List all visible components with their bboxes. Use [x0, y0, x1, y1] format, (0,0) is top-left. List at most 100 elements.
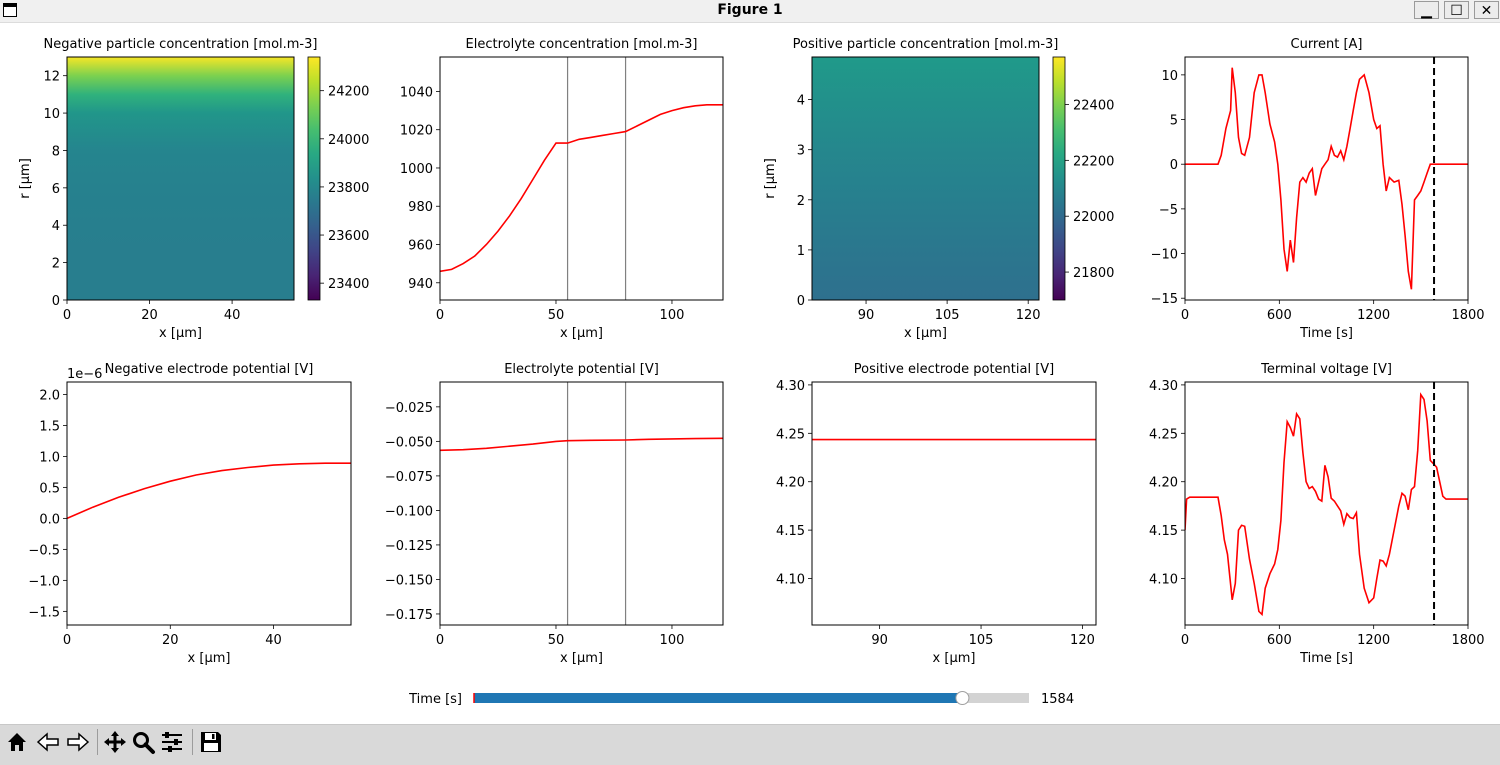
subplot-title: Electrolyte potential [V] — [504, 362, 659, 377]
back-button[interactable] — [35, 729, 61, 755]
home-icon — [8, 733, 26, 751]
y-tick-label: 4.15 — [776, 524, 805, 539]
y-tick-label: 1040 — [400, 85, 433, 100]
colorbar-tick-label: 23600 — [328, 229, 369, 244]
forward-icon — [67, 732, 90, 752]
maximize-button[interactable]: ☐ — [1444, 1, 1469, 19]
y-tick-label: −10 — [1151, 248, 1178, 263]
forward-button[interactable] — [65, 729, 91, 755]
y-tick-label: 2.0 — [39, 388, 60, 403]
y-tick-label: 1000 — [400, 162, 433, 177]
subplot-title: Negative electrode potential [V] — [105, 362, 314, 377]
y-tick-label: 4.10 — [1149, 573, 1178, 588]
y-tick-label: 4.25 — [1149, 427, 1178, 442]
y-tick-label: 980 — [408, 200, 433, 215]
x-tick-label: 105 — [969, 633, 994, 648]
x-tick-label: 50 — [548, 308, 565, 323]
colorbar-tick-label: 21800 — [1073, 266, 1114, 281]
subplot-7: 90 105 120 4.10 4.15 4.20 4.25 4.30 x [μm] Positi… — [776, 362, 1097, 666]
configure-subplots-button[interactable] — [159, 729, 185, 755]
y-tick-label: 8 — [52, 144, 60, 159]
x-axis-label: x [μm] — [560, 651, 603, 666]
y-tick-label: −0.025 — [385, 401, 433, 416]
heatmap-image — [67, 57, 294, 300]
save-icon — [201, 732, 221, 752]
y-tick-label: 0.0 — [39, 512, 60, 527]
y-tick-label: −0.5 — [28, 543, 60, 558]
y-tick-label: 12 — [43, 70, 60, 85]
axes-frame — [1184, 381, 1469, 626]
y-tick-label: 0 — [797, 294, 805, 309]
zoom-icon — [133, 732, 155, 754]
subplot-title: Positive electrode potential [V] — [854, 362, 1055, 377]
subplot-3: 21800 22000 22200 22400 90 105 120 0 1 2 3 4 x [μm] r… — [763, 37, 1114, 341]
x-tick-label: 0 — [1181, 633, 1189, 648]
minimize-button[interactable]: ▁ — [1414, 1, 1439, 19]
zoom-button[interactable] — [130, 729, 156, 755]
y-tick-label: −0.100 — [385, 504, 433, 519]
series-line — [440, 104, 723, 273]
y-tick-label: −0.150 — [385, 573, 433, 588]
y-tick-label: 0 — [52, 294, 60, 309]
axes-frame — [66, 381, 352, 626]
axes-frame — [811, 381, 1097, 626]
x-tick-label: 0 — [1181, 308, 1189, 323]
subplot-4: 0 600 1200 1800 −15 −10 −5 0 5 10 Time [s] Current … — [1151, 37, 1485, 341]
subplot-title: Electrolyte concentration [mol.m-3] — [466, 37, 698, 52]
x-tick-label: 0 — [63, 308, 71, 323]
x-tick-label: 0 — [63, 633, 71, 648]
x-axis-label: Time [s] — [1299, 326, 1353, 341]
toolbar-separator — [192, 729, 193, 755]
axes-frame — [1184, 56, 1469, 301]
subplot-2: 0 50 100 940 960 980 1000 1020 1040 x [μm] Electro… — [400, 37, 724, 341]
y-tick-label: 2 — [52, 257, 60, 272]
colorbar-tick-label: 24200 — [328, 85, 369, 100]
colorbar-tick-label: 22400 — [1073, 98, 1114, 113]
back-icon — [36, 732, 59, 752]
subplot-title: Negative particle concentration [mol.m-3… — [44, 37, 318, 52]
slider-fill — [474, 693, 963, 703]
y-tick-label: −0.050 — [385, 435, 433, 450]
y-tick-label: −5 — [1159, 203, 1178, 218]
axes-frame — [811, 56, 1040, 301]
x-tick-label: 1200 — [1357, 308, 1390, 323]
x-tick-label: 0 — [436, 308, 444, 323]
pan-icon — [104, 731, 126, 753]
x-tick-label: 40 — [265, 633, 282, 648]
home-button[interactable] — [4, 729, 30, 755]
x-tick-label: 20 — [162, 633, 179, 648]
x-tick-label: 100 — [660, 308, 685, 323]
y-tick-label: 4.30 — [776, 379, 805, 394]
y-tick-label: −1.5 — [28, 605, 60, 620]
x-axis-label: Time [s] — [1299, 651, 1353, 666]
x-tick-label: 20 — [141, 308, 158, 323]
y-tick-label: −15 — [1151, 292, 1178, 307]
x-tick-label: 50 — [548, 633, 565, 648]
colorbar-tick-label: 24000 — [328, 133, 369, 148]
close-button[interactable]: ✕ — [1474, 1, 1499, 19]
y-tick-label: 4.10 — [776, 573, 805, 588]
configure-icon — [162, 732, 182, 752]
y-axis-label: r [μm] — [18, 158, 33, 199]
pan-button[interactable] — [102, 729, 128, 755]
series-line — [1185, 67, 1468, 290]
subplot-1: 23400 23600 23800 24000 24200 0 20 40 0 2 4 6 8 10 12 x… — [18, 37, 369, 341]
subplot-8: 0 600 1200 1800 4.10 4.15 4.20 4.25 4.30 Time [s]… — [1149, 362, 1485, 666]
y-tick-label: 4.20 — [776, 476, 805, 491]
x-axis-label: x [μm] — [188, 651, 231, 666]
colorbar-tick-label: 22200 — [1073, 154, 1114, 169]
y-tick-label: 4.30 — [1149, 379, 1178, 394]
slider-handle[interactable] — [955, 691, 970, 705]
time-slider[interactable]: Time [s] 1584 — [408, 691, 1074, 708]
x-tick-label: 1200 — [1357, 633, 1390, 648]
heatmap-image — [812, 57, 1039, 300]
save-button[interactable] — [198, 729, 224, 755]
x-tick-label: 600 — [1267, 633, 1292, 648]
subplot-5: 0 20 40 −1.5 −1.0 −0.5 0.0 0.5 1.0 1.5 2.0 x [μm] 1e… — [28, 362, 352, 666]
subplot-6: 0 50 100 −0.175 −0.150 −0.125 −0.100 −0.075 −0.0… — [385, 362, 724, 666]
y-tick-label: 0 — [1170, 158, 1178, 173]
x-tick-label: 100 — [660, 633, 685, 648]
colorbar-tick-label: 23800 — [328, 181, 369, 196]
y-tick-label: 960 — [408, 239, 433, 254]
